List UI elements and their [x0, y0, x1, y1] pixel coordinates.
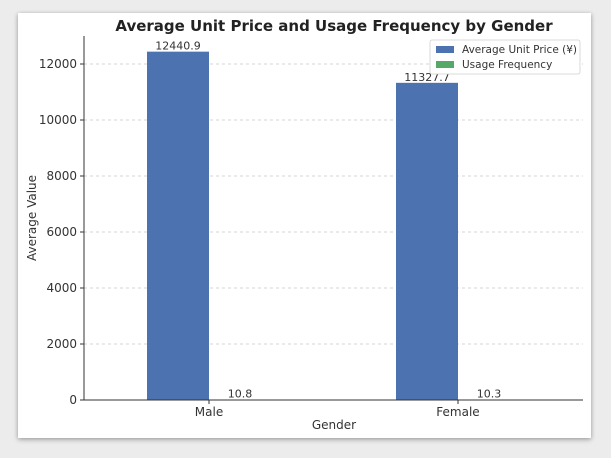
legend-swatch — [436, 46, 454, 53]
y-tick-label: 8000 — [46, 169, 77, 183]
x-axis-ticks: Male Female — [195, 400, 480, 419]
y-tick-label: 4000 — [46, 281, 77, 295]
bar-chart: Average Unit Price and Usage Frequency b… — [25, 17, 583, 432]
legend: Average Unit Price (¥) Usage Frequency — [429, 39, 581, 75]
chart-title: Average Unit Price and Usage Frequency b… — [115, 17, 553, 35]
y-tick-label: 10000 — [39, 113, 77, 127]
bars — [147, 51, 520, 401]
bar-unit-price — [396, 82, 458, 400]
bar-unit-price — [147, 51, 209, 401]
bar-value-label: 10.3 — [477, 388, 502, 401]
y-tick-label: 12000 — [39, 57, 77, 71]
y-tick-label: 2000 — [46, 337, 77, 351]
x-tick-label: Female — [436, 405, 479, 419]
legend-swatch — [436, 61, 454, 68]
y-tick-label: 0 — [69, 393, 77, 407]
y-axis-ticks: 0 2000 4000 6000 8000 10000 12000 — [39, 57, 84, 407]
legend-box — [429, 39, 581, 75]
y-axis-label: Average Value — [25, 175, 39, 261]
chart-card: Average Unit Price and Usage Frequency b… — [18, 13, 591, 438]
x-axis-label: Gender — [312, 418, 356, 432]
legend-label: Average Unit Price (¥) — [462, 44, 577, 56]
x-tick-label: Male — [195, 405, 223, 419]
bar-value-label: 10.8 — [228, 388, 253, 401]
bar-value-label: 12440.9 — [155, 40, 201, 53]
legend-label: Usage Frequency — [462, 59, 552, 71]
y-tick-label: 6000 — [46, 225, 77, 239]
